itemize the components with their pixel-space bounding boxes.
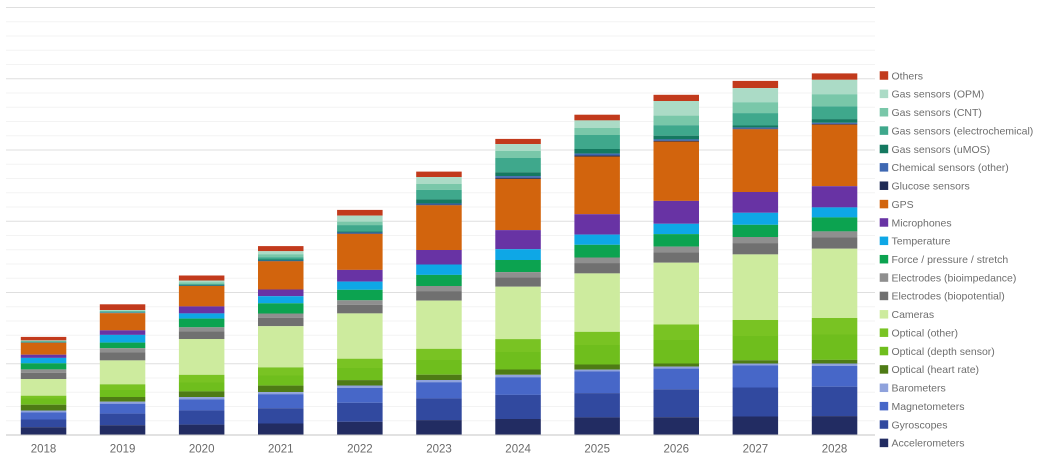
- svg-text:2028: 2028: [822, 444, 848, 456]
- svg-text:Glucose sensors: Glucose sensors: [892, 181, 970, 193]
- svg-text:Accelerometers: Accelerometers: [892, 438, 965, 450]
- svg-text:Optical (other): Optical (other): [892, 327, 959, 339]
- svg-text:2019: 2019: [110, 444, 136, 456]
- svg-text:Others: Others: [892, 70, 924, 82]
- svg-text:2025: 2025: [584, 444, 610, 456]
- svg-text:2026: 2026: [664, 444, 690, 456]
- svg-text:Microphones: Microphones: [892, 217, 952, 229]
- svg-text:Temperature: Temperature: [892, 236, 951, 248]
- svg-text:Optical (depth sensor): Optical (depth sensor): [892, 346, 995, 358]
- svg-text:Gas sensors (electrochemical): Gas sensors (electrochemical): [892, 125, 1034, 137]
- svg-text:2023: 2023: [426, 444, 452, 456]
- svg-text:2024: 2024: [505, 444, 531, 456]
- svg-text:Gas sensors (OPM): Gas sensors (OPM): [892, 89, 985, 101]
- svg-text:2020: 2020: [189, 444, 215, 456]
- svg-text:Optical (heart rate): Optical (heart rate): [892, 364, 980, 376]
- svg-text:Gas sensors (uMOS): Gas sensors (uMOS): [892, 144, 991, 156]
- svg-text:Magnetometers: Magnetometers: [892, 401, 965, 413]
- svg-text:2022: 2022: [347, 444, 373, 456]
- svg-text:2027: 2027: [743, 444, 769, 456]
- svg-text:Barometers: Barometers: [892, 383, 946, 395]
- svg-text:Electrodes (biopotential): Electrodes (biopotential): [892, 291, 1005, 303]
- svg-text:2021: 2021: [268, 444, 294, 456]
- svg-text:Electrodes (bioimpedance): Electrodes (bioimpedance): [892, 272, 1017, 284]
- svg-text:Cameras: Cameras: [892, 309, 935, 321]
- svg-text:2018: 2018: [31, 444, 57, 456]
- svg-text:Gas sensors (CNT): Gas sensors (CNT): [892, 107, 982, 119]
- svg-text:Chemical sensors (other): Chemical sensors (other): [892, 162, 1009, 174]
- svg-text:Gyroscopes: Gyroscopes: [892, 419, 948, 431]
- svg-text:Force / pressure / stretch: Force / pressure / stretch: [892, 254, 1009, 266]
- svg-text:GPS: GPS: [892, 199, 914, 211]
